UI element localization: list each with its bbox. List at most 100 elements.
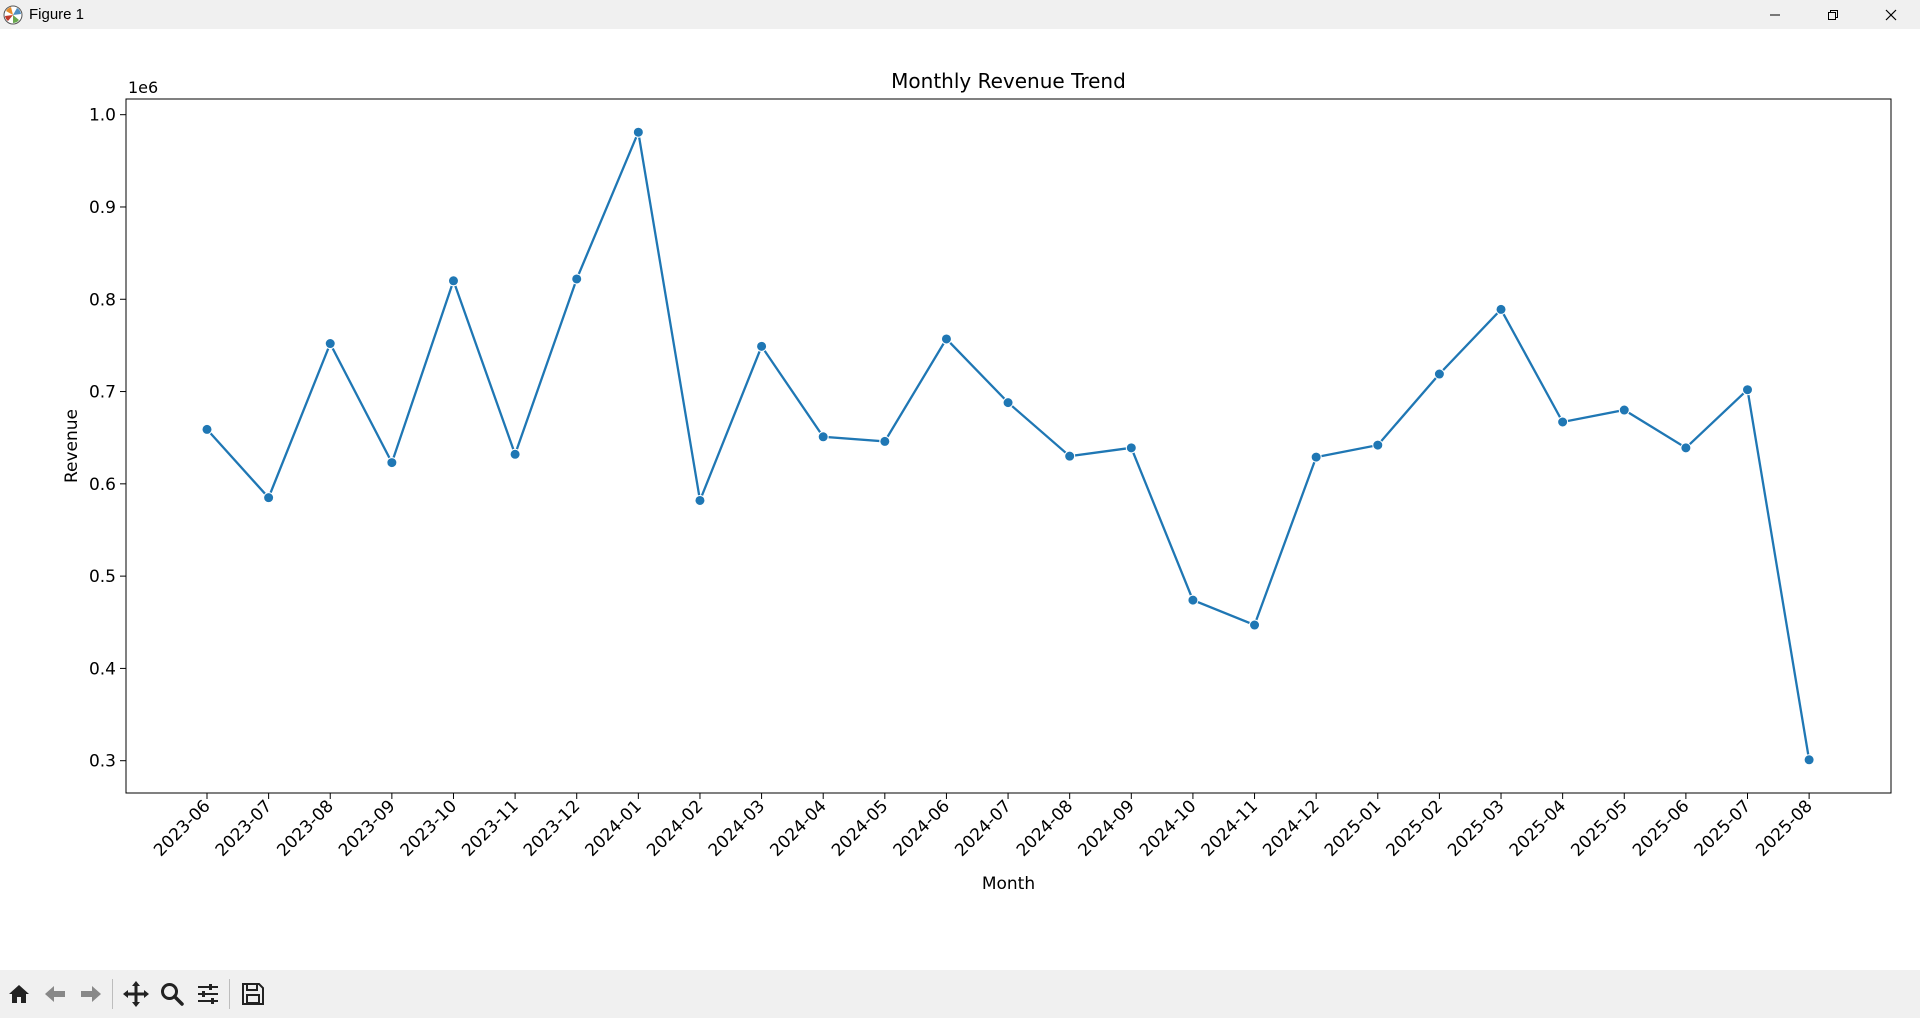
window-title: Figure 1	[29, 6, 85, 23]
line-chart: Monthly Revenue Trend 1e6 Revenue Month …	[62, 69, 1892, 894]
x-tick-label: 2024-12	[1259, 796, 1323, 860]
data-point	[756, 340, 768, 352]
data-point	[386, 457, 398, 469]
close-button[interactable]	[1862, 0, 1920, 29]
y-axis-label: Revenue	[62, 409, 82, 483]
zoom-button[interactable]	[155, 977, 189, 1011]
plot-area	[125, 98, 1892, 794]
y-tick-label: 1.0	[89, 106, 116, 126]
data-point	[1125, 442, 1137, 454]
home-icon	[9, 985, 29, 1003]
y-tick-label: 0.6	[89, 475, 116, 495]
data-point	[1310, 451, 1322, 463]
y-tick-label: 0.8	[89, 290, 116, 310]
x-tick-label: 2023-06	[150, 796, 214, 860]
x-tick-label: 2024-08	[1013, 796, 1077, 860]
x-tick-label: 2024-04	[766, 796, 830, 860]
data-point	[324, 338, 336, 350]
data-point	[1249, 619, 1261, 631]
minimize-icon	[1770, 14, 1780, 15]
pan-button[interactable]	[119, 977, 153, 1011]
data-point	[817, 431, 829, 443]
y-tick-label: 0.3	[89, 752, 116, 772]
toolbar-separator	[112, 979, 113, 1009]
x-tick-label: 2023-07	[212, 796, 276, 860]
window-titlebar: Figure 1	[0, 0, 1920, 29]
data-point	[879, 435, 891, 447]
data-point	[263, 492, 275, 504]
x-tick-label: 2025-05	[1567, 796, 1631, 860]
data-point	[940, 333, 952, 345]
x-axis-label: Month	[982, 874, 1035, 894]
x-tick-label: 2025-08	[1752, 796, 1816, 860]
back-arrow-icon	[45, 986, 65, 1002]
save-button[interactable]	[236, 977, 270, 1011]
x-tick-label: 2023-09	[335, 796, 399, 860]
back-button[interactable]	[38, 977, 72, 1011]
data-point	[509, 448, 521, 460]
x-tick-label: 2023-08	[273, 796, 337, 860]
data-point	[1495, 303, 1507, 315]
zoom-icon	[161, 983, 184, 1006]
data-point	[1742, 384, 1753, 396]
matplotlib-logo-icon	[3, 5, 23, 24]
data-point	[1557, 416, 1569, 428]
y-tick-label: 0.5	[89, 567, 116, 587]
x-tick-label: 2023-11	[458, 796, 522, 860]
x-tick-label: 2025-07	[1691, 796, 1755, 860]
data-point	[1803, 754, 1815, 766]
data-point	[1433, 368, 1445, 380]
x-tick-label: 2024-06	[890, 796, 954, 860]
x-tick-label: 2024-09	[1074, 796, 1138, 860]
x-tick-label: 2024-01	[582, 796, 646, 860]
navigation-toolbar	[0, 970, 1920, 1018]
x-tick-label: 2023-10	[397, 796, 461, 860]
data-point	[201, 423, 213, 435]
data-point	[447, 275, 459, 287]
data-point	[571, 273, 583, 285]
x-tick-label: 2025-04	[1506, 796, 1570, 860]
x-tick-label: 2025-06	[1629, 796, 1693, 860]
data-point	[1064, 450, 1076, 462]
pan-icon	[123, 981, 149, 1007]
figure-canvas: Monthly Revenue Trend 1e6 Revenue Month …	[0, 29, 1920, 970]
configure-subplots-icon	[198, 984, 218, 1004]
x-tick-label: 2023-12	[520, 796, 584, 860]
y-tick-label: 0.7	[89, 383, 116, 403]
x-tick-label: 2025-01	[1321, 796, 1385, 860]
y-axis: 0.3 0.4 0.5 0.6 0.7 0.8 0.9 1.0	[89, 106, 126, 772]
x-tick-label: 2025-03	[1444, 796, 1508, 860]
data-point	[1002, 397, 1014, 409]
restore-icon	[1828, 9, 1838, 20]
data-point	[1680, 442, 1692, 454]
toolbar-separator	[229, 979, 230, 1009]
minimize-button[interactable]	[1746, 0, 1804, 29]
x-tick-label: 2024-07	[951, 796, 1015, 860]
window-controls	[1746, 0, 1920, 29]
x-tick-label: 2024-05	[828, 796, 892, 860]
forward-button[interactable]	[74, 977, 108, 1011]
close-icon	[1885, 9, 1897, 20]
x-tick-label: 2025-02	[1383, 796, 1447, 860]
data-point	[1372, 439, 1384, 451]
data-point	[1187, 594, 1199, 606]
series-markers	[201, 126, 1815, 766]
save-icon	[242, 983, 264, 1005]
y-tick-label: 0.4	[89, 659, 116, 679]
forward-arrow-icon	[81, 986, 101, 1002]
data-point	[1618, 404, 1630, 416]
x-tick-label: 2024-10	[1136, 796, 1200, 860]
y-tick-label: 0.9	[89, 198, 116, 218]
data-point	[632, 126, 644, 138]
x-tick-label: 2024-02	[643, 796, 707, 860]
series-line	[206, 128, 1811, 760]
restore-button[interactable]	[1804, 0, 1862, 29]
y-axis-offset-label: 1e6	[128, 78, 158, 97]
data-point	[694, 494, 706, 506]
chart-title: Monthly Revenue Trend	[891, 69, 1126, 93]
x-axis: 2023-062023-072023-082023-092023-102023-…	[150, 793, 1817, 861]
x-tick-label: 2024-03	[705, 796, 769, 860]
configure-subplots-button[interactable]	[191, 977, 225, 1011]
x-tick-label: 2024-11	[1198, 796, 1262, 860]
home-button[interactable]	[2, 977, 36, 1011]
